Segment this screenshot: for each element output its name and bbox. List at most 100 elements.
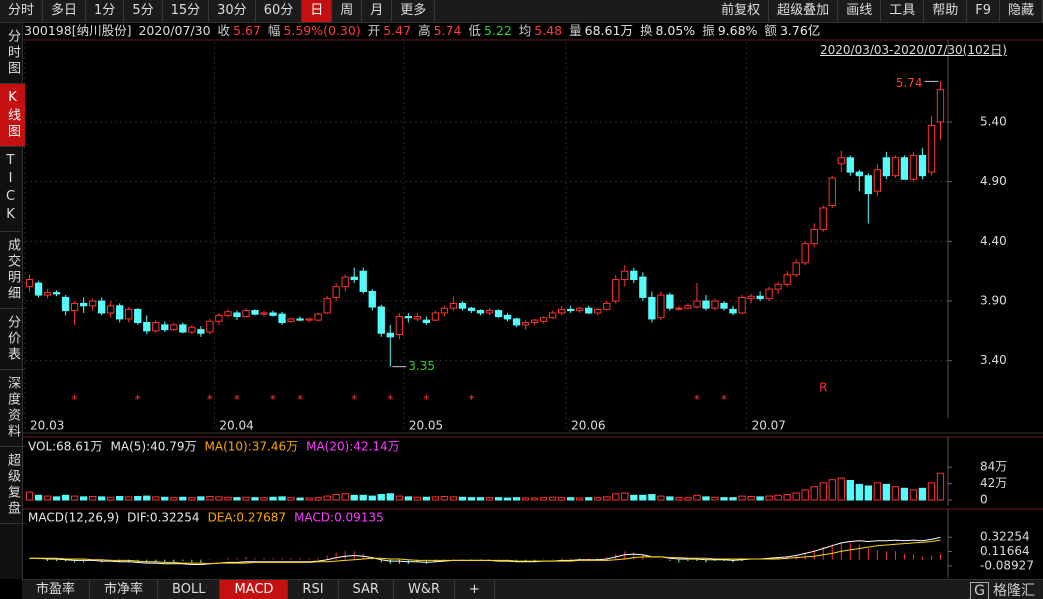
stock-name: 300198[纳川股份] bbox=[24, 23, 132, 38]
period-tab[interactable]: 月 bbox=[362, 0, 393, 22]
candle-body bbox=[476, 310, 485, 314]
volume-bar bbox=[594, 497, 602, 501]
volume-bar bbox=[765, 495, 773, 501]
volume-bar bbox=[359, 494, 367, 501]
period-tab[interactable]: 周 bbox=[332, 0, 363, 22]
candle-body bbox=[648, 296, 656, 320]
candle-body bbox=[79, 302, 88, 307]
candle-body bbox=[792, 262, 800, 276]
indicator-tab[interactable]: MACD bbox=[220, 580, 289, 599]
period-tab[interactable]: 更多 bbox=[392, 0, 436, 22]
y-tick-label: 4.90 bbox=[980, 174, 1007, 188]
side-tab[interactable]: 超级复盘 bbox=[0, 447, 25, 524]
candle-body bbox=[431, 312, 440, 321]
y-tick-label: 3.40 bbox=[980, 353, 1007, 367]
candle-body bbox=[512, 318, 521, 326]
volume-bar bbox=[864, 485, 872, 501]
candle-body bbox=[458, 302, 467, 309]
volume-bar bbox=[801, 489, 809, 501]
indicator-tab[interactable]: BOLL bbox=[158, 580, 221, 599]
period-tab[interactable]: 多日 bbox=[43, 0, 87, 22]
menu-item[interactable]: 前复权 bbox=[713, 0, 770, 22]
candle-body bbox=[585, 307, 593, 314]
indicator-tab[interactable]: SAR bbox=[339, 580, 394, 599]
candle-body bbox=[494, 310, 503, 318]
period-tab[interactable]: 30分 bbox=[209, 0, 256, 22]
candle-body bbox=[639, 276, 647, 298]
y-tick-label: -0.08927 bbox=[980, 558, 1034, 572]
indicator-tabs: 市盈率 市净率 BOLL MACD RSI SAR W&R + bbox=[22, 579, 1043, 599]
volume-bar bbox=[206, 495, 214, 501]
indicator-tab[interactable]: W&R bbox=[394, 580, 455, 599]
volume-bar bbox=[188, 497, 196, 501]
volume-bar bbox=[413, 496, 422, 501]
menu-item[interactable]: 隐藏 bbox=[1000, 0, 1043, 22]
indicator-tab[interactable]: + bbox=[455, 580, 495, 599]
candle-body bbox=[152, 322, 160, 332]
volume-bar bbox=[612, 493, 620, 501]
menu-item[interactable]: 帮助 bbox=[924, 0, 968, 22]
event-marker: * bbox=[423, 393, 429, 407]
volume-bar bbox=[332, 494, 340, 501]
quote-label: 换 bbox=[639, 23, 653, 38]
menu-item[interactable]: 画线 bbox=[838, 0, 882, 22]
volume-bar bbox=[918, 487, 927, 501]
menu-item[interactable]: 工具 bbox=[881, 0, 925, 22]
indicator-header: MA(10):37.46万 bbox=[205, 440, 299, 454]
period-tab[interactable]: 5分 bbox=[124, 0, 163, 22]
volume-bar bbox=[251, 497, 259, 501]
volume-bar bbox=[476, 497, 485, 501]
side-tab[interactable]: 分价表 bbox=[0, 309, 25, 370]
indicator-tab[interactable]: 市净率 bbox=[90, 580, 159, 599]
candle-body bbox=[269, 312, 277, 316]
quote-value: 5.59%(0.30) bbox=[283, 23, 361, 38]
quote-label: 幅 bbox=[267, 23, 281, 38]
side-tab[interactable]: TICK bbox=[0, 147, 21, 232]
y-tick-label: 42万 bbox=[980, 476, 1007, 490]
volume-bar bbox=[621, 492, 629, 501]
candle-body bbox=[819, 207, 827, 230]
volume-bar bbox=[170, 497, 178, 501]
period-tab[interactable]: 1分 bbox=[86, 0, 125, 22]
period-tab[interactable]: 15分 bbox=[163, 0, 210, 22]
side-tab[interactable]: K线图 bbox=[0, 84, 25, 147]
volume-bar bbox=[639, 494, 647, 501]
period-tab[interactable]: 分时 bbox=[0, 0, 44, 22]
menu-item[interactable]: 超级叠加 bbox=[769, 0, 839, 22]
volume-bar bbox=[88, 495, 97, 501]
sidebar: 分时图 K线图 TICK 成交明细 分价表 深度资料 超级复盘 bbox=[0, 23, 25, 579]
side-tab[interactable]: 分时图 bbox=[0, 23, 25, 84]
quote-item: 均 5.48 bbox=[519, 22, 562, 40]
volume-bar bbox=[630, 494, 638, 501]
volume-bar bbox=[729, 497, 737, 501]
volume-bar bbox=[125, 496, 133, 501]
indicator-tab[interactable]: 市盈率 bbox=[22, 580, 91, 599]
event-marker: * bbox=[468, 393, 474, 407]
volume-bar bbox=[368, 495, 376, 501]
period-tab[interactable]: 60分 bbox=[256, 0, 303, 22]
candle-body bbox=[161, 324, 169, 331]
quote-item: 换 8.05% bbox=[640, 22, 695, 40]
volume-bar bbox=[179, 496, 187, 501]
candle-body bbox=[341, 276, 349, 288]
candle-body bbox=[449, 302, 458, 309]
candle-body bbox=[810, 228, 818, 245]
quote-label: 收 bbox=[217, 23, 231, 38]
volume-bar bbox=[819, 482, 827, 501]
candle-body bbox=[287, 318, 295, 322]
side-tab[interactable]: 深度资料 bbox=[0, 370, 25, 447]
candle-body bbox=[52, 292, 61, 295]
menu-item[interactable]: F9 bbox=[967, 0, 1000, 22]
date-range[interactable]: 2020/03/03-2020/07/30(102日) bbox=[820, 43, 1007, 57]
volume-bar bbox=[161, 496, 169, 501]
volume-bar bbox=[224, 496, 232, 501]
x-tick-label: 20.03 bbox=[30, 419, 64, 433]
period-tab[interactable]: 日 bbox=[302, 0, 333, 22]
volume-bar bbox=[666, 496, 674, 501]
candle-body bbox=[503, 314, 512, 320]
volume-bar bbox=[702, 496, 710, 501]
event-marker: * bbox=[207, 393, 213, 407]
indicator-tab[interactable]: RSI bbox=[288, 580, 339, 599]
candle-body bbox=[783, 274, 791, 285]
side-tab[interactable]: 成交明细 bbox=[0, 232, 25, 309]
